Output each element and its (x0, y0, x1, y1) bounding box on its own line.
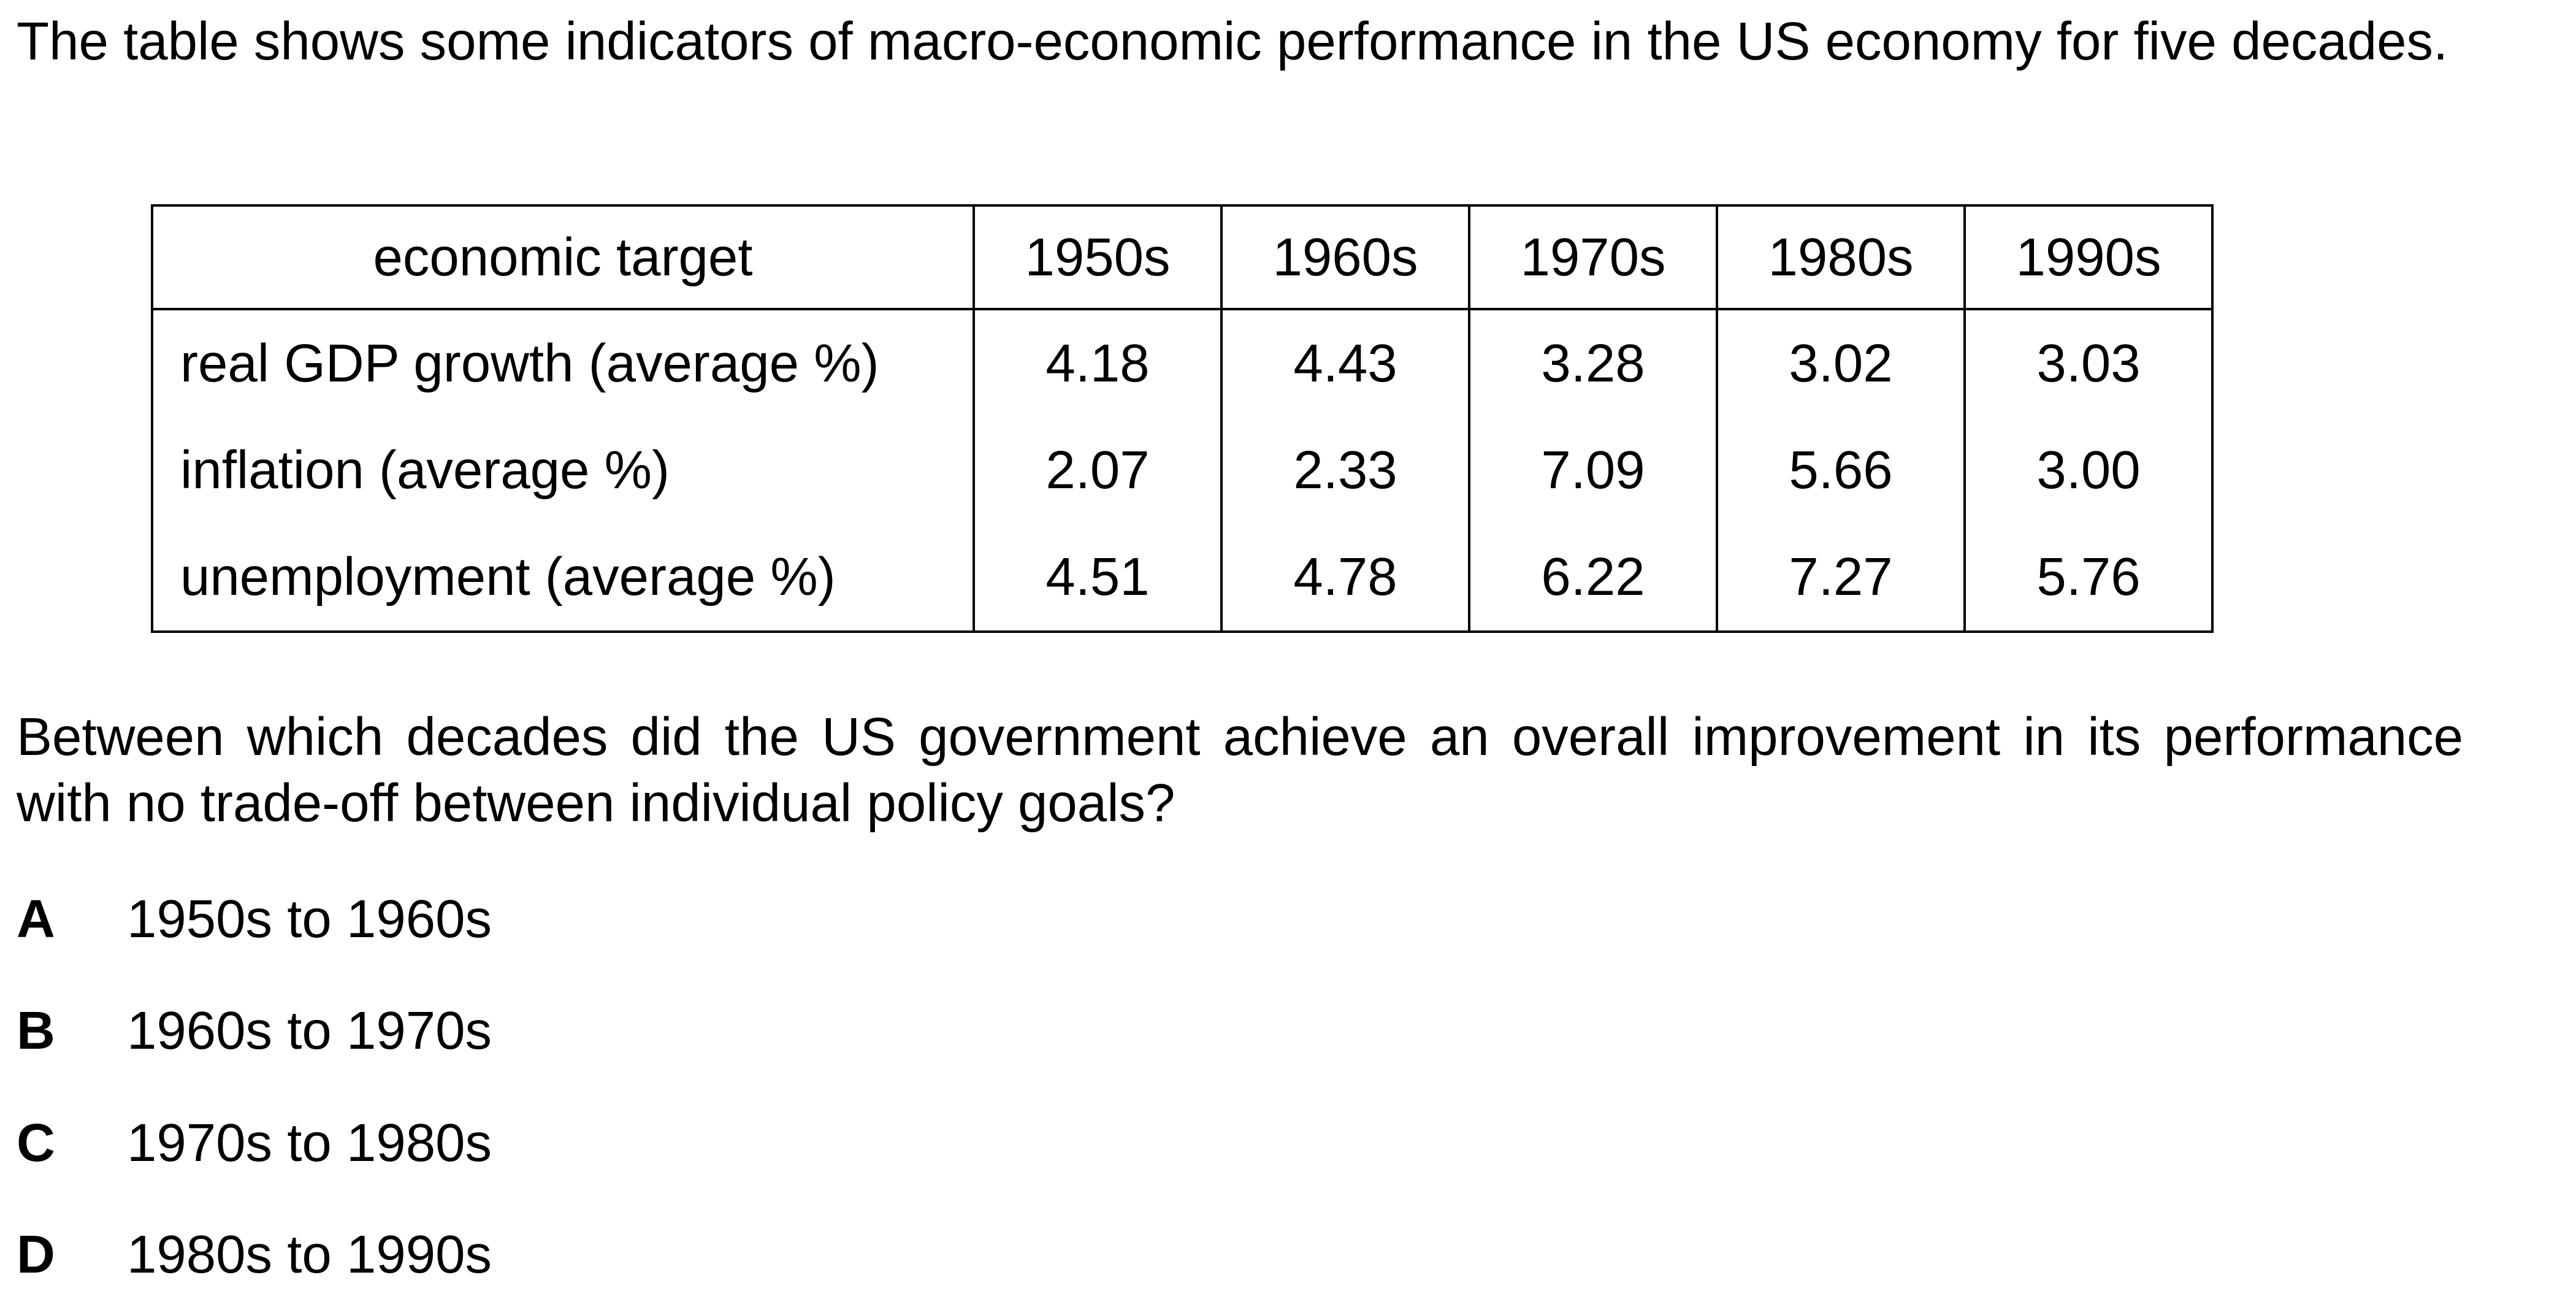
option-c[interactable]: C 1970s to 1980s (17, 1110, 492, 1176)
table-cell: 3.03 (1963, 309, 2214, 417)
table-cell: 4.51 (973, 524, 1223, 633)
table-row-unemployment: unemployment (average %) 4.51 4.78 6.22 … (151, 524, 2214, 633)
option-d[interactable]: D 1980s to 1990s (17, 1222, 492, 1288)
option-b[interactable]: B 1960s to 1970s (17, 998, 492, 1064)
indicators-table: economic target 1950s 1960s 1970s 1980s … (151, 204, 2214, 633)
table-cell: 6.22 (1468, 524, 1718, 633)
header-1990s: 1990s (1963, 204, 2214, 310)
option-letter: D (17, 1225, 55, 1284)
header-economic-target: economic target (151, 204, 975, 310)
table-cell: 2.33 (1220, 417, 1470, 524)
header-1960s: 1960s (1220, 204, 1470, 310)
table-cell: 5.66 (1716, 417, 1966, 524)
row-label: unemployment (average %) (151, 524, 975, 633)
header-1980s: 1980s (1716, 204, 1966, 310)
option-text: 1960s to 1970s (127, 1001, 492, 1060)
table-cell: 5.76 (1963, 524, 2214, 633)
option-letter: B (17, 1001, 55, 1060)
header-1950s: 1950s (973, 204, 1223, 310)
question-text: Between which decades did the US governm… (17, 707, 2463, 833)
table-cell: 2.07 (973, 417, 1223, 524)
row-label: real GDP growth (average %) (151, 309, 975, 417)
header-1970s: 1970s (1468, 204, 1718, 310)
table-cell: 4.78 (1220, 524, 1470, 633)
table-row-gdp-growth: real GDP growth (average %) 4.18 4.43 3.… (151, 309, 2214, 417)
table-cell: 3.02 (1716, 309, 1966, 417)
table-row-inflation: inflation (average %) 2.07 2.33 7.09 5.6… (151, 417, 2214, 524)
intro-text: The table shows some indicators of macro… (17, 12, 2448, 71)
option-text: 1970s to 1980s (127, 1113, 492, 1173)
option-letter: C (17, 1113, 55, 1173)
table-cell: 4.18 (973, 309, 1223, 417)
table-cell: 7.27 (1716, 524, 1966, 633)
table-cell: 7.09 (1468, 417, 1718, 524)
row-label: inflation (average %) (151, 417, 975, 524)
table-header-row: economic target 1950s 1960s 1970s 1980s … (151, 204, 2214, 310)
table-cell: 3.28 (1468, 309, 1718, 417)
option-text: 1950s to 1960s (127, 889, 492, 949)
option-text: 1980s to 1990s (127, 1225, 492, 1284)
option-letter: A (17, 889, 55, 949)
option-a[interactable]: A 1950s to 1960s (17, 886, 492, 952)
table-cell: 3.00 (1963, 417, 2214, 524)
table-cell: 4.43 (1220, 309, 1470, 417)
